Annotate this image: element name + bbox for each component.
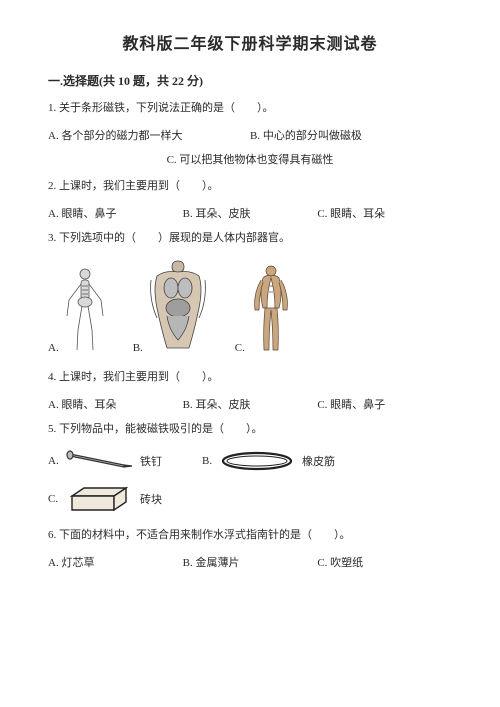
q3-images: A. B. bbox=[48, 258, 452, 354]
q3-cell-a: A. bbox=[48, 266, 107, 354]
q6-option-a: A. 灯芯草 bbox=[48, 554, 183, 570]
q4-options: A. 眼睛、耳朵 B. 耳朵、皮肤 C. 眼睛、鼻子 bbox=[48, 396, 452, 412]
q1-options-ab: A. 各个部分的磁力都一样大 B. 中心的部分叫做磁极 bbox=[48, 127, 452, 143]
q4-option-b: B. 耳朵、皮肤 bbox=[183, 396, 318, 412]
q2-option-a: A. 眼睛、鼻子 bbox=[48, 205, 183, 221]
q5-label-a: A. bbox=[48, 455, 64, 467]
q5-name-c: 砖块 bbox=[140, 491, 162, 507]
q5-name-a: 铁钉 bbox=[140, 453, 162, 469]
q5-label-c: C. bbox=[48, 493, 64, 505]
skeleton-icon bbox=[63, 266, 107, 354]
q3-cell-b: B. bbox=[133, 258, 209, 354]
rubberband-icon bbox=[218, 449, 296, 473]
q4-option-c: C. 眼睛、鼻子 bbox=[317, 396, 452, 412]
q2-stem: 2. 上课时，我们主要用到（ ）。 bbox=[48, 177, 452, 197]
q5-label-b: B. bbox=[202, 455, 218, 467]
organs-icon bbox=[147, 258, 209, 354]
q3-label-b: B. bbox=[133, 342, 143, 354]
page-title: 教科版二年级下册科学期末测试卷 bbox=[48, 30, 452, 54]
q5-row-ab: A. 铁钉 B. 橡皮筋 bbox=[48, 448, 452, 474]
q1-stem: 1. 关于条形磁铁，下列说法正确的是（ ）。 bbox=[48, 99, 452, 119]
q6-option-b: B. 金属薄片 bbox=[183, 554, 318, 570]
q3-label-a: A. bbox=[48, 342, 59, 354]
q6-stem: 6. 下面的材料中，不适合用来制作水浮式指南针的是（ ）。 bbox=[48, 526, 452, 546]
q2-options: A. 眼睛、鼻子 B. 耳朵、皮肤 C. 眼睛、耳朵 bbox=[48, 205, 452, 221]
q5-name-b: 橡皮筋 bbox=[302, 453, 335, 469]
q5-stem: 5. 下列物品中，能被磁铁吸引的是（ ）。 bbox=[48, 420, 452, 440]
q3-cell-c: C. bbox=[235, 264, 293, 354]
q3-stem: 3. 下列选项中的（ ）展现的是人体内部器官。 bbox=[48, 229, 452, 249]
q1-option-c: C. 可以把其他物体也变得具有磁性 bbox=[48, 151, 452, 167]
q4-stem: 4. 上课时，我们主要用到（ ）。 bbox=[48, 368, 452, 388]
q6-option-c: C. 吹塑纸 bbox=[317, 554, 452, 570]
q6-options: A. 灯芯草 B. 金属薄片 C. 吹塑纸 bbox=[48, 554, 452, 570]
q4-option-a: A. 眼睛、耳朵 bbox=[48, 396, 183, 412]
muscle-icon bbox=[249, 264, 293, 354]
q2-option-c: C. 眼睛、耳朵 bbox=[317, 205, 452, 221]
q1-option-b: B. 中心的部分叫做磁极 bbox=[250, 127, 452, 143]
brick-icon bbox=[64, 482, 134, 516]
section-heading: 一.选择题(共 10 题，共 22 分) bbox=[48, 72, 452, 89]
q1-option-a: A. 各个部分的磁力都一样大 bbox=[48, 127, 250, 143]
q5-row-c: C. 砖块 bbox=[48, 482, 452, 516]
q3-label-c: C. bbox=[235, 342, 245, 354]
q2-option-b: B. 耳朵、皮肤 bbox=[183, 205, 318, 221]
nail-icon bbox=[64, 448, 134, 474]
q5-objects: A. 铁钉 B. 橡皮筋 C. 砖块 bbox=[48, 448, 452, 516]
